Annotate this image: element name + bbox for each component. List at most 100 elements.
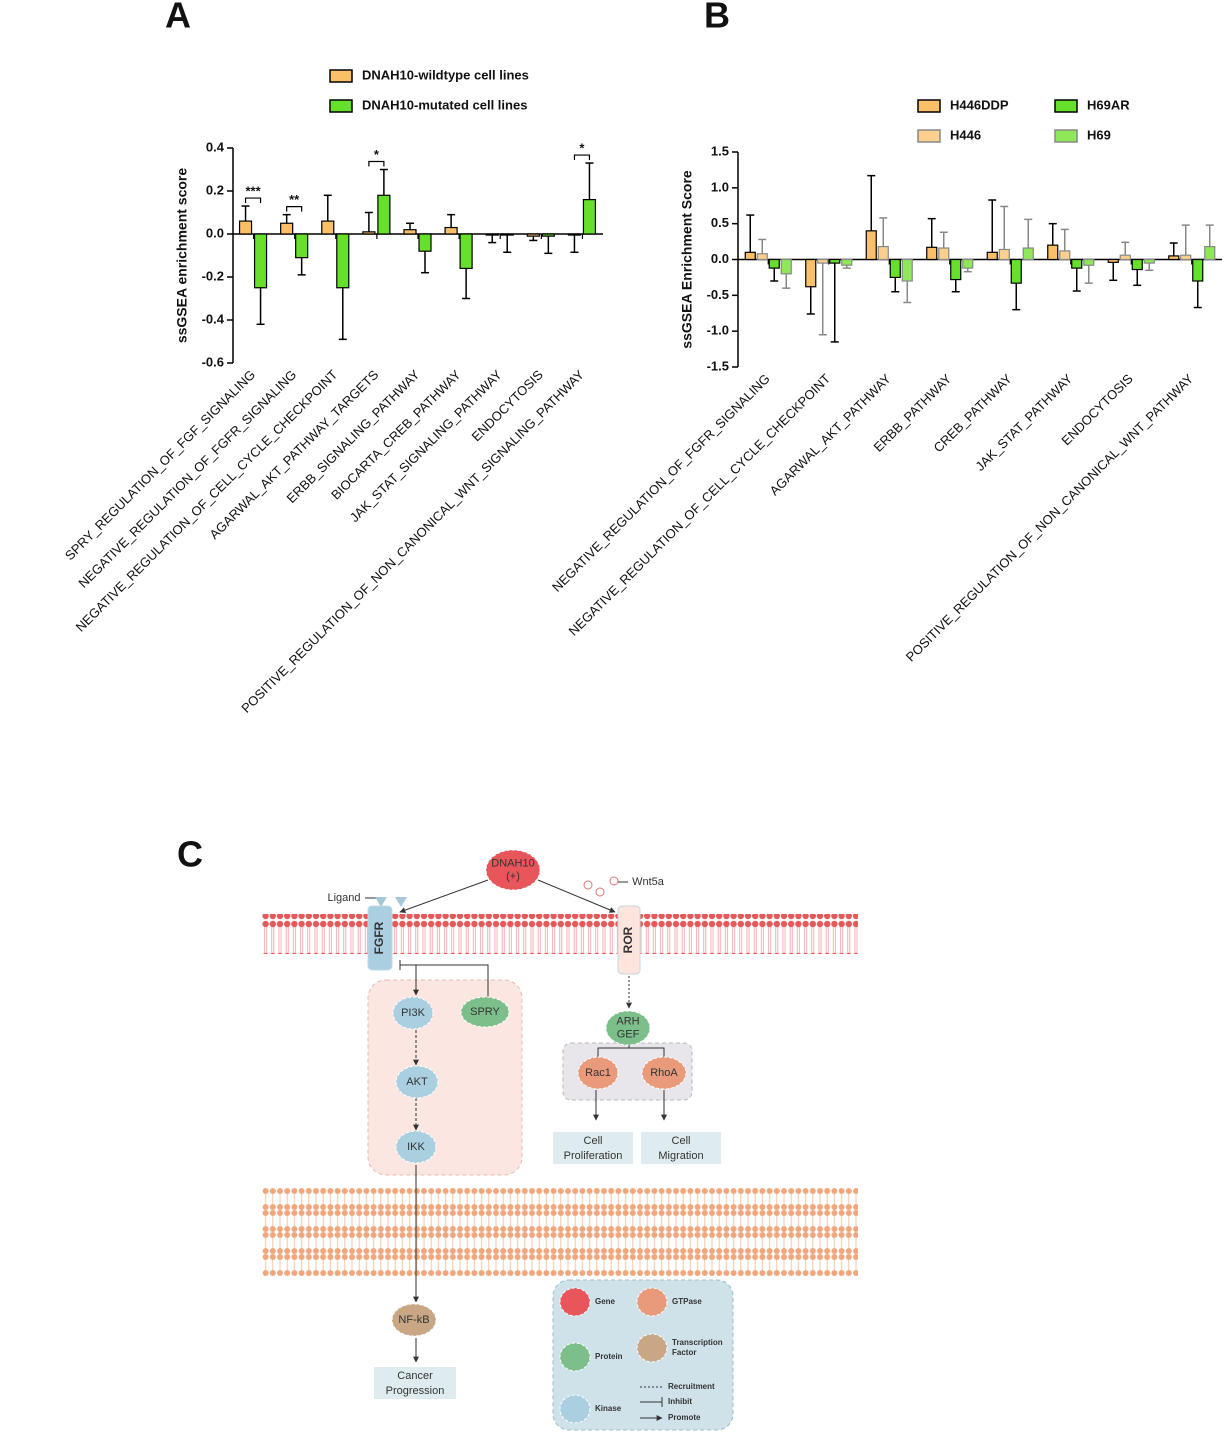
significance-label: * <box>374 147 380 162</box>
bar <box>1192 258 1204 282</box>
fgfr-box <box>367 979 523 1176</box>
wnt <box>583 880 593 890</box>
legend-label: Recruitment <box>668 1382 715 1391</box>
node <box>391 1303 437 1337</box>
bar <box>362 231 376 235</box>
outcome-label: Cell <box>672 1135 691 1147</box>
bar <box>901 258 913 282</box>
outcome-box <box>641 1132 721 1164</box>
y-tick-label: -0.6 <box>202 354 224 369</box>
bar <box>744 251 756 261</box>
bar <box>986 251 998 261</box>
panel-label: B <box>704 0 730 36</box>
bar <box>500 233 514 236</box>
legend-label: Transcription <box>672 1338 723 1347</box>
legend-label: Factor <box>672 1348 696 1357</box>
y-tick-label: -0.2 <box>202 268 224 283</box>
bar <box>889 258 901 279</box>
wnt <box>595 887 605 897</box>
outcome-label: Cell <box>584 1135 603 1147</box>
outcome-box <box>374 1367 456 1399</box>
node-label: RhoA <box>650 1067 678 1079</box>
outcome-label: Proliferation <box>564 1150 623 1162</box>
node-label: FGFR <box>372 921 386 954</box>
x-tick-label: SPRY_REGULATION_OF_FGF_SIGNALING <box>62 367 258 563</box>
significance-bracket <box>244 197 262 204</box>
arrow <box>537 879 616 913</box>
significance-label: * <box>579 140 585 155</box>
bar <box>418 233 432 252</box>
bar <box>865 230 877 261</box>
bar <box>541 233 555 237</box>
membrane <box>262 914 858 954</box>
legend-node <box>636 1287 668 1317</box>
outcome-box <box>553 1132 633 1164</box>
node <box>605 1010 651 1046</box>
node <box>395 1065 439 1099</box>
y-tick-label: 0.2 <box>206 182 224 197</box>
legend-swatch <box>917 99 941 113</box>
legend-node <box>559 1394 591 1424</box>
y-tick-label: -1.5 <box>707 358 729 373</box>
bar <box>280 222 294 235</box>
significance-label: ** <box>289 192 300 207</box>
x-tick-label: ENDOCYTOSIS <box>469 367 547 445</box>
significance-bracket <box>286 206 303 212</box>
legend-swatch <box>917 129 941 143</box>
node-label: GEF <box>617 1028 640 1040</box>
legend-label: GTPase <box>672 1297 702 1306</box>
node-label: SPRY <box>470 1006 500 1018</box>
y-tick-label: 0.0 <box>206 225 224 240</box>
legend-swatch <box>1054 129 1078 143</box>
bar <box>805 258 817 288</box>
node <box>392 996 434 1030</box>
bar <box>485 233 499 236</box>
receptor <box>367 905 393 971</box>
bar <box>1180 254 1192 261</box>
node-label: AKT <box>406 1076 428 1088</box>
bar <box>938 247 950 261</box>
inhibit <box>400 964 489 997</box>
y-tick-label: -0.4 <box>202 311 225 326</box>
legend-label: H69 <box>1087 127 1111 142</box>
node <box>641 1056 687 1090</box>
bar <box>1107 258 1119 263</box>
bar <box>1131 258 1143 271</box>
bar <box>962 258 974 269</box>
node-label: DNAH10 <box>491 857 534 869</box>
arrow <box>399 879 489 913</box>
legend-label: DNAH10-wildtype cell lines <box>362 67 529 82</box>
ligand-label: Wnt5a <box>632 876 665 888</box>
bar <box>1059 250 1071 261</box>
y-tick-label: 0.0 <box>711 251 729 266</box>
legend-swatch <box>1054 99 1078 113</box>
node <box>485 849 541 891</box>
bar <box>841 258 853 266</box>
ligand-label: Ligand <box>327 892 360 904</box>
bar <box>998 248 1010 261</box>
y-tick-label: 1.0 <box>711 179 729 194</box>
legend-label: Protein <box>595 1352 623 1361</box>
node-label: NF-kB <box>398 1314 429 1326</box>
legend-node <box>559 1342 591 1372</box>
panel-label: C <box>177 834 203 875</box>
y-tick-label: 1.5 <box>711 143 729 158</box>
x-tick-label: JAK_STAT_SIGNALING_PATHWAY <box>347 367 505 525</box>
bar <box>1083 258 1095 266</box>
bar <box>582 199 597 235</box>
bar <box>377 194 391 235</box>
y-tick-label: -0.5 <box>707 287 729 302</box>
bar <box>780 258 792 275</box>
outcome-label: Cancer <box>397 1370 433 1382</box>
bar <box>829 258 841 264</box>
legend-swatch <box>329 99 353 113</box>
ligand <box>395 897 407 907</box>
y-tick-label: -1.0 <box>707 323 729 338</box>
bar <box>253 233 268 289</box>
bar <box>768 258 780 269</box>
bar <box>1143 258 1155 264</box>
legend-label: Promote <box>668 1413 701 1422</box>
node-label: (+) <box>506 870 520 882</box>
legend-swatch <box>329 69 353 83</box>
